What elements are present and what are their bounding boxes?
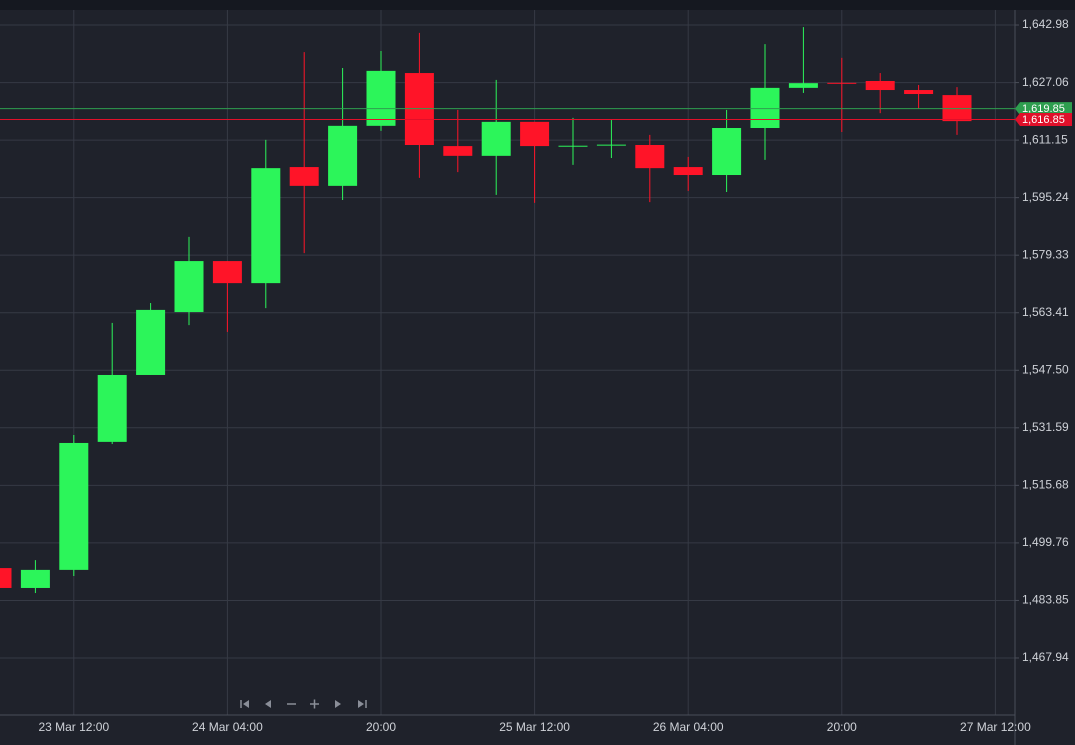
y-tick-label: 1,499.76 [1022, 535, 1069, 549]
price-tag [1015, 113, 1072, 127]
grid [0, 10, 1015, 715]
x-tick-label: 27 Mar 12:00 [960, 720, 1031, 734]
y-tick-label: 1,611.15 [1022, 132, 1068, 146]
candle-body [673, 167, 703, 176]
candle-body [289, 167, 319, 186]
nav-controls [240, 699, 367, 709]
candle-body [596, 144, 626, 146]
candle-body [788, 83, 818, 88]
x-tick-label: 24 Mar 04:00 [192, 720, 263, 734]
candle-body [212, 261, 242, 284]
candle-body [635, 144, 665, 169]
y-tick-label: 1,547.50 [1022, 362, 1069, 376]
candle-body [520, 121, 550, 147]
candle-body [750, 87, 780, 129]
price-tag-label: 1,616.85 [1022, 114, 1065, 126]
candle-body [328, 125, 358, 186]
candle-body [558, 145, 588, 147]
candle-body [174, 261, 204, 313]
price-tag [1015, 102, 1072, 116]
y-tick-label: 1,483.85 [1022, 593, 1069, 607]
candle-body [59, 442, 89, 570]
price-tag-label: 1,619.85 [1022, 103, 1065, 115]
zoom-in[interactable] [310, 699, 319, 709]
y-tick-label: 1,642.98 [1022, 17, 1069, 31]
y-tick-label: 1,627.06 [1022, 75, 1069, 89]
candle-body [827, 82, 857, 84]
x-tick-label: 26 Mar 04:00 [653, 720, 724, 734]
top-bar [0, 0, 1075, 10]
nav-last[interactable] [358, 700, 367, 708]
candle-body [20, 569, 50, 588]
y-tick-label: 1,467.94 [1022, 650, 1069, 664]
x-tick-label: 20:00 [366, 720, 396, 734]
nav-first[interactable] [240, 700, 249, 708]
nav-forward[interactable] [335, 700, 341, 708]
y-tick-label: 1,531.59 [1022, 420, 1069, 434]
candle-body [136, 309, 166, 375]
x-tick-label: 23 Mar 12:00 [38, 720, 109, 734]
candles [0, 27, 972, 594]
candle-body [865, 80, 895, 91]
candle-body [97, 374, 127, 442]
y-tick-label: 1,595.24 [1022, 190, 1069, 204]
y-tick-label: 1,515.68 [1022, 478, 1069, 492]
y-tick-label: 1,579.33 [1022, 247, 1069, 261]
candle-body [904, 90, 934, 95]
candle-body [0, 568, 12, 588]
x-tick-label: 20:00 [827, 720, 857, 734]
candle-body [366, 70, 396, 126]
candle-body [443, 146, 473, 156]
nav-back[interactable] [265, 700, 271, 708]
candle-body [942, 95, 972, 122]
candle-body [712, 128, 742, 176]
candle-body [481, 121, 511, 156]
candle-body [251, 168, 281, 284]
y-tick-label: 1,563.41 [1022, 305, 1069, 319]
x-tick-label: 25 Mar 12:00 [499, 720, 570, 734]
